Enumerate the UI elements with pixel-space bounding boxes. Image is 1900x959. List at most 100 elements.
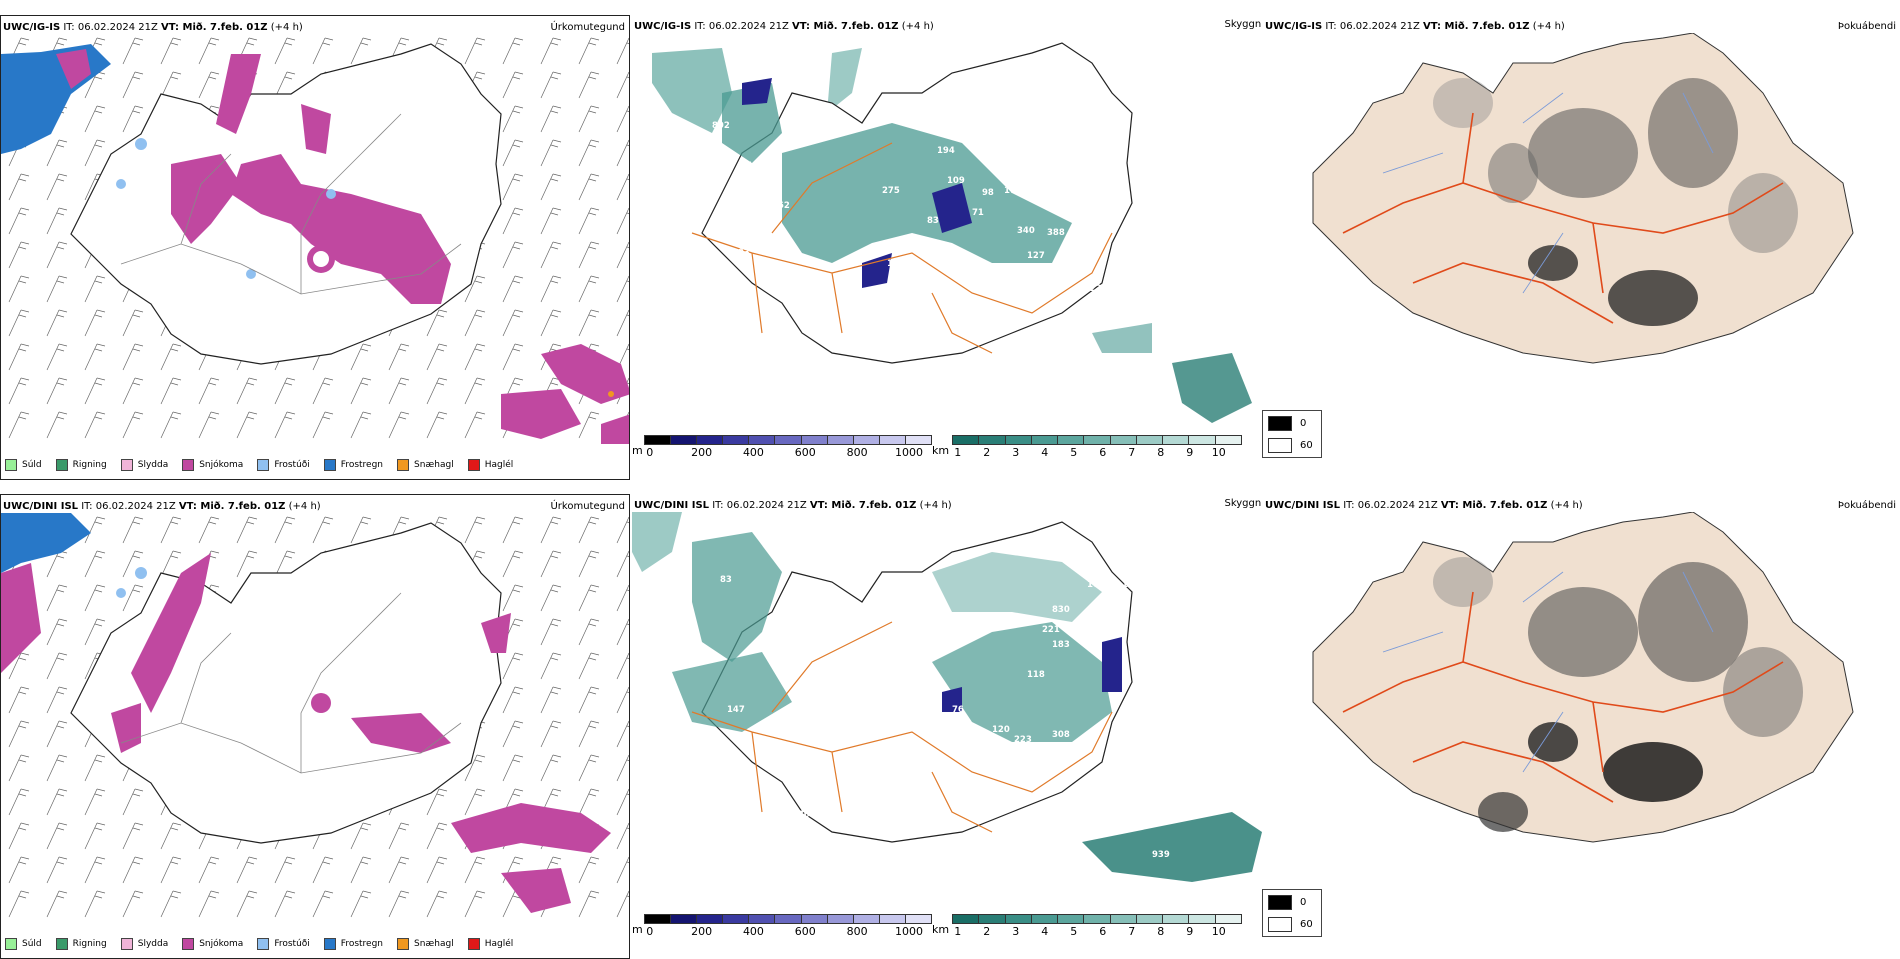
fog-key-row1: 0 60 (1262, 410, 1322, 458)
visibility-colorbar: km 1 2 3 4 5 6 7 8 9 10 (932, 914, 1242, 938)
visibility-tick: 7 (1128, 446, 1136, 459)
panel-header: UWC/IG-IS IT: 06.02.2024 21Z VT: Mið. 7.… (3, 22, 303, 33)
ceiling-label: 118 (1027, 670, 1045, 680)
ceiling-label: 166 (1087, 580, 1105, 590)
ceiling-label: 238 (1090, 284, 1108, 294)
legend-swatch (5, 938, 17, 950)
visibility-unit: km (932, 923, 950, 936)
legend-swatch (257, 459, 270, 471)
ceiling-tick: 1000 (894, 446, 923, 459)
visibility-tick: 3 (1012, 925, 1020, 938)
ceiling-label: 205 (1027, 266, 1045, 276)
legend-item: Frostregn (323, 459, 383, 471)
ceiling-label: 802 (712, 121, 730, 131)
precip-type-panel-row1: UWC/IG-IS IT: 06.02.2024 21Z VT: Mið. 7.… (0, 15, 630, 480)
visibility-tick: 8 (1157, 925, 1165, 938)
legend-item: Frostúði (257, 938, 310, 950)
visibility-tick: 10 (1211, 925, 1226, 938)
ceiling-label: 83 (927, 216, 939, 226)
ceiling-colorbar: m 0 200 400 600 800 1000 (632, 914, 932, 938)
visibility-unit: km (932, 444, 950, 457)
precip-legend: Súld Rigning Slydda Snjókoma Frostúði Fr… (5, 459, 527, 471)
ceiling-label: 388 (1047, 228, 1065, 238)
legend-swatch (55, 459, 68, 471)
visibility-tick: 3 (1012, 446, 1020, 459)
ceiling-label: 362 (772, 201, 790, 211)
ceiling-tick: 800 (846, 925, 868, 938)
visibility-tick: 6 (1099, 925, 1107, 938)
legend-item: Frostregn (323, 938, 383, 950)
legend-swatch (323, 459, 336, 471)
ceiling-label: 93 (992, 271, 1004, 281)
fog-panel-row2: UWC/DINI ISL IT: 06.02.2024 21Z VT: Mið.… (1263, 494, 1900, 959)
ceiling-label: 130 (792, 810, 810, 820)
ceiling-label: 195 (792, 635, 810, 645)
ceiling-label: 160 (747, 161, 765, 171)
legend-item: Súld (5, 938, 42, 950)
panel-title: Þokuábendi (1837, 21, 1896, 32)
ceiling-label: 16 (842, 600, 854, 610)
panel-title: Þokuábendi (1837, 500, 1896, 511)
ceiling-label: 17 (1112, 281, 1124, 291)
visibility-tick: 9 (1186, 925, 1194, 938)
ceiling-tick: 0 (646, 446, 654, 459)
ceiling-label: 607 (1052, 276, 1070, 286)
ceiling-label: 223 (1014, 735, 1032, 745)
panel-header: UWC/DINI ISL IT: 06.02.2024 21Z VT: Mið.… (1265, 500, 1583, 511)
ceiling-tick: 600 (794, 925, 816, 938)
ceiling-tick: 0 (646, 925, 654, 938)
ceiling-unit: m (632, 923, 643, 936)
ceiling-label: 147 (727, 705, 745, 715)
visibility-map: 802 30 957 160 138 362 275 194 109 98 17… (652, 42, 1252, 423)
ceiling-label: 88 (894, 710, 906, 720)
fog-key-swatch (1268, 916, 1292, 932)
legend-item: Rigning (55, 938, 107, 950)
visibility-map: 83 109 508 195 16 166 18 830 183 221 118… (632, 512, 1262, 882)
ceiling-label: 69 (842, 288, 854, 298)
ceiling-label: 176 (1110, 735, 1128, 745)
ceiling-label: 340 (1017, 226, 1035, 236)
legend-swatch (467, 459, 480, 471)
ceiling-tick: 400 (742, 446, 764, 459)
visibility-tick: 2 (983, 446, 991, 459)
precip-type-panel-row2: UWC/DINI ISL IT: 06.02.2024 21Z VT: Mið.… (0, 494, 630, 959)
ceiling-tick: 600 (794, 446, 816, 459)
ceiling-label: 83 (720, 575, 732, 585)
panel-header: UWC/IG-IS IT: 06.02.2024 21Z VT: Mið. 7.… (1265, 21, 1565, 32)
visibility-tick: 5 (1070, 446, 1078, 459)
ceiling-tick: 400 (742, 925, 764, 938)
legend-swatch (397, 938, 410, 950)
ceiling-label: 120 (992, 725, 1010, 735)
panel-header: UWC/IG-IS IT: 06.02.2024 21Z VT: Mið. 7.… (634, 21, 934, 32)
panel-title: Úrkomutegund (550, 22, 625, 33)
visibility-tick: 8 (1157, 446, 1165, 459)
visibility-tick: 6 (1099, 446, 1107, 459)
legend-swatch (257, 938, 270, 950)
ceiling-label: 109 (890, 580, 908, 590)
visibility-tick: 4 (1041, 925, 1049, 938)
visibility-colorbar: km 1 2 3 4 5 6 7 8 9 10 (932, 435, 1242, 459)
visibility-tick: 10 (1211, 446, 1226, 459)
visibility-tick: 1 (954, 446, 962, 459)
ceiling-label: 98 (982, 188, 994, 198)
visibility-tick: 7 (1128, 925, 1136, 938)
fog-map (1312, 33, 1854, 364)
legend-swatch (397, 459, 410, 471)
ceiling-label: 221 (1042, 625, 1060, 635)
ceiling-label: 957 (782, 141, 800, 151)
fog-key-swatch (1268, 415, 1292, 431)
ceiling-label: 158 (942, 266, 960, 276)
panel-title: Úrkomutegund (550, 501, 625, 512)
ceiling-label: 71 (972, 208, 984, 218)
ceiling-labels: 802 30 957 160 138 362 275 194 109 98 17… (700, 121, 1124, 336)
fog-panel-row1: UWC/IG-IS IT: 06.02.2024 21Z VT: Mið. 7.… (1263, 15, 1900, 480)
visibility-panel-row1: UWC/IG-IS IT: 06.02.2024 21Z VT: Mið. 7.… (632, 15, 1262, 480)
fog-key-row2: 0 60 (1262, 889, 1322, 937)
ceiling-label: 109 (947, 176, 965, 186)
legend-item: Rigning (55, 459, 107, 471)
legend-item: Slydda (120, 459, 168, 471)
ceiling-tick: 1000 (894, 925, 923, 938)
legend-item: Snjókoma (182, 459, 243, 471)
ceiling-label: 138 (722, 206, 740, 216)
legend-swatch (467, 938, 480, 950)
